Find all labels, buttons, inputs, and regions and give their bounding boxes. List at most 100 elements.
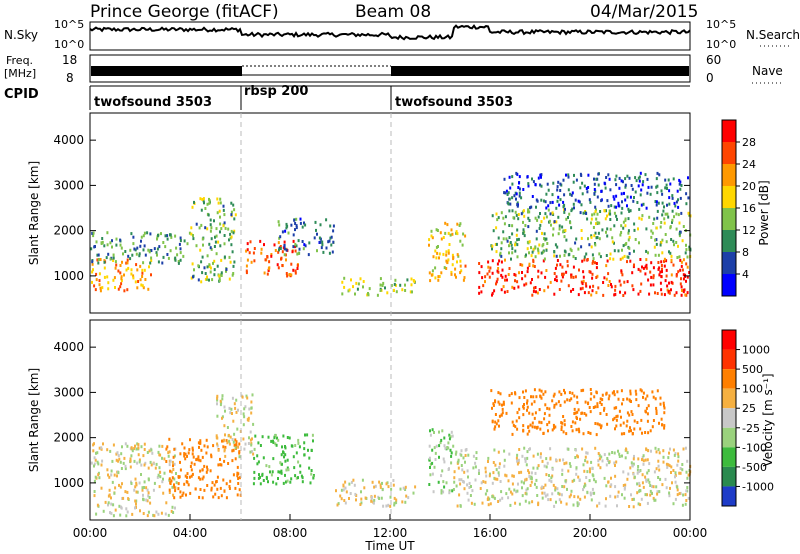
heatmap-cell bbox=[611, 236, 614, 240]
heatmap-cell bbox=[650, 449, 652, 453]
heatmap-cell bbox=[580, 236, 583, 240]
heatmap-cell bbox=[613, 211, 616, 215]
heatmap-cell bbox=[439, 231, 442, 235]
heatmap-cell bbox=[602, 281, 605, 284]
heatmap-cell bbox=[502, 237, 505, 241]
heatmap-cell bbox=[135, 447, 138, 451]
heatmap-cell bbox=[439, 441, 442, 445]
heatmap-cell bbox=[586, 451, 589, 455]
heatmap-cell bbox=[583, 485, 586, 489]
heatmap-cell bbox=[271, 470, 274, 474]
heatmap-cell bbox=[216, 264, 219, 268]
heatmap-cell bbox=[464, 264, 467, 268]
heatmap-cell bbox=[393, 503, 396, 507]
heatmap-cell bbox=[544, 494, 547, 498]
heatmap-cell bbox=[181, 442, 184, 446]
heatmap-cell bbox=[521, 486, 523, 490]
heatmap-cell bbox=[557, 491, 560, 495]
heatmap-cell bbox=[574, 421, 577, 425]
heatmap-cell bbox=[610, 483, 613, 487]
heatmap-cell bbox=[122, 252, 124, 256]
heatmap-cell bbox=[456, 232, 459, 236]
heatmap-cell bbox=[578, 502, 580, 506]
heatmap-cell bbox=[440, 271, 443, 275]
heatmap-cell bbox=[492, 461, 495, 464]
heatmap-cell bbox=[511, 224, 514, 228]
heatmap-cell bbox=[243, 407, 246, 411]
heatmap-cell bbox=[588, 467, 591, 471]
heatmap-cell bbox=[194, 487, 197, 491]
heatmap-cell bbox=[215, 234, 218, 238]
heatmap-cell bbox=[231, 250, 234, 254]
heatmap-cell bbox=[582, 432, 585, 436]
heatmap-cell bbox=[301, 480, 304, 484]
heatmap-cell bbox=[120, 279, 123, 283]
heatmap-cell bbox=[142, 286, 145, 290]
heatmap-cell bbox=[395, 501, 398, 505]
heatmap-cell bbox=[583, 495, 586, 499]
heatmap-cell bbox=[617, 249, 620, 253]
heatmap-cell bbox=[579, 417, 582, 421]
heatmap-cell bbox=[452, 444, 455, 448]
heatmap-cell bbox=[328, 239, 331, 243]
heatmap-cell bbox=[267, 268, 270, 272]
heatmap-cell bbox=[223, 255, 226, 259]
heatmap-cell bbox=[657, 464, 660, 468]
heatmap-cell bbox=[504, 274, 507, 278]
heatmap-cell bbox=[608, 394, 611, 398]
heatmap-cell bbox=[106, 243, 109, 247]
heatmap-cell bbox=[538, 420, 541, 424]
heatmap-cell bbox=[504, 215, 507, 219]
heatmap-cell bbox=[482, 480, 485, 484]
heatmap-cell bbox=[502, 216, 505, 220]
heatmap-cell bbox=[663, 424, 666, 428]
heatmap-cell bbox=[624, 483, 627, 487]
heatmap-cell bbox=[655, 238, 658, 242]
heatmap-cell bbox=[429, 433, 432, 437]
heatmap-cell bbox=[100, 463, 103, 467]
heatmap-cell bbox=[129, 257, 132, 261]
heatmap-cell bbox=[680, 293, 683, 297]
heatmap-cell bbox=[223, 234, 226, 237]
heatmap-cell bbox=[113, 473, 116, 477]
heatmap-cell bbox=[209, 218, 212, 222]
heatmap-cell bbox=[213, 273, 216, 277]
heatmap-cell bbox=[301, 476, 304, 480]
heatmap-cell bbox=[632, 505, 635, 509]
heatmap-cell bbox=[581, 181, 584, 185]
heatmap-cell bbox=[620, 231, 623, 234]
heatmap-cell bbox=[488, 497, 491, 501]
heatmap-cell bbox=[278, 470, 281, 474]
heatmap-cell bbox=[201, 255, 204, 259]
heatmap-cell bbox=[225, 269, 227, 273]
heatmap-cell bbox=[299, 221, 302, 225]
heatmap-cell bbox=[654, 498, 657, 502]
heatmap-cell bbox=[304, 223, 307, 227]
heatmap-cell bbox=[237, 482, 240, 485]
heatmap-cell bbox=[508, 209, 511, 213]
heatmap-cell bbox=[303, 221, 305, 225]
heatmap-cell bbox=[654, 291, 656, 295]
heatmap-cell bbox=[570, 397, 573, 401]
heatmap-cell bbox=[581, 411, 584, 415]
heatmap-cell bbox=[552, 181, 555, 185]
heatmap-cell bbox=[163, 471, 166, 475]
heatmap-cell bbox=[622, 226, 625, 230]
heatmap-cell bbox=[520, 480, 523, 484]
heatmap-cell bbox=[610, 283, 612, 286]
heatmap-cell bbox=[515, 456, 518, 460]
heatmap-cell bbox=[245, 264, 248, 268]
heatmap-cell bbox=[686, 255, 689, 259]
heatmap-cell bbox=[660, 221, 663, 224]
heatmap-cell bbox=[499, 392, 502, 396]
heatmap-cell bbox=[138, 252, 141, 256]
heatmap-cell bbox=[644, 173, 647, 177]
heatmap-cell bbox=[441, 469, 444, 473]
heatmap-cell bbox=[360, 501, 363, 505]
heatmap-cell bbox=[486, 498, 489, 501]
heatmap-cell bbox=[434, 276, 437, 280]
heatmap-cell bbox=[540, 220, 543, 224]
heatmap-cell bbox=[627, 229, 630, 233]
heatmap-cell bbox=[668, 202, 671, 206]
heatmap-cell bbox=[500, 413, 503, 417]
